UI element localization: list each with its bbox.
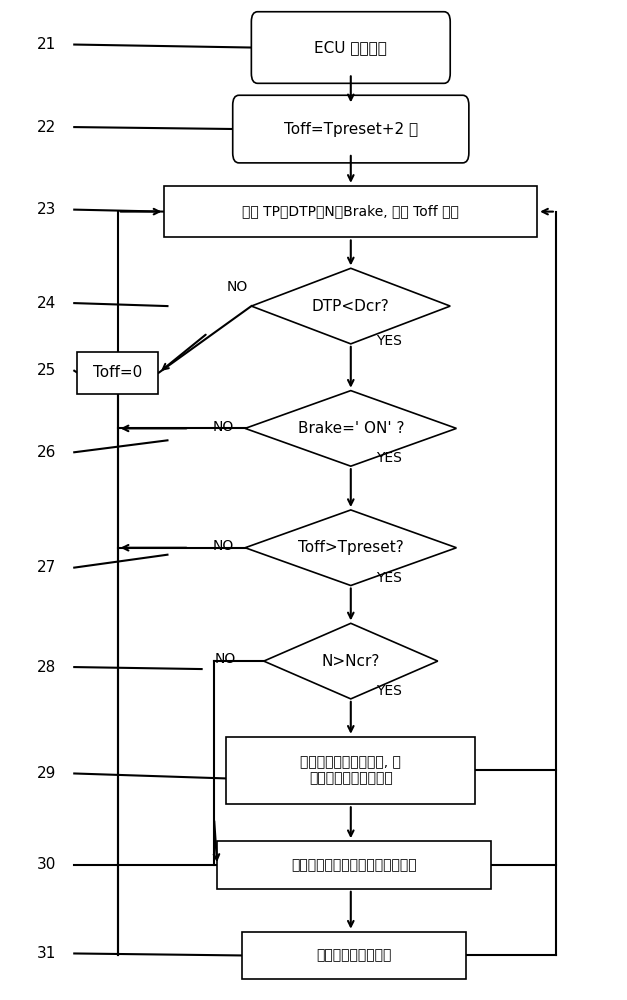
Bar [164, 186, 537, 237]
Text: Brake=' ON' ?: Brake=' ON' ? [298, 421, 404, 436]
Text: 27: 27 [37, 560, 56, 575]
Text: 29: 29 [37, 766, 56, 781]
FancyBboxPatch shape [251, 12, 450, 83]
Text: 23: 23 [37, 202, 56, 217]
Polygon shape [264, 623, 438, 699]
Text: 25: 25 [37, 363, 56, 378]
Text: 26: 26 [37, 445, 56, 460]
Text: 正常控制发动机运行: 正常控制发动机运行 [316, 948, 392, 962]
Text: 31: 31 [37, 946, 56, 961]
Text: YES: YES [376, 684, 401, 698]
Text: YES: YES [376, 451, 401, 465]
Bar [77, 352, 158, 394]
Bar [226, 737, 475, 804]
Text: 24: 24 [37, 296, 56, 311]
FancyBboxPatch shape [233, 95, 469, 163]
Text: NO: NO [214, 652, 236, 666]
Polygon shape [245, 510, 456, 586]
Text: 28: 28 [37, 660, 56, 675]
Text: NO: NO [213, 539, 234, 553]
Text: 22: 22 [37, 120, 56, 135]
Polygon shape [245, 391, 456, 466]
Text: 控制发动机按照怠速转速目标运行: 控制发动机按照怠速转速目标运行 [291, 858, 417, 872]
Text: Toff=0: Toff=0 [93, 365, 142, 380]
Text: Toff>Tpreset?: Toff>Tpreset? [298, 540, 404, 555]
Text: NO: NO [227, 280, 248, 294]
Text: 30: 30 [37, 857, 56, 872]
Text: 21: 21 [37, 37, 56, 52]
Bar [242, 932, 466, 979]
Text: NO: NO [213, 420, 234, 434]
Text: YES: YES [376, 571, 401, 585]
Text: DTP<Dcr?: DTP<Dcr? [312, 299, 389, 314]
Text: 检测 TP、DTP、N、Brake, 累加 Toff 增量: 检测 TP、DTP、N、Brake, 累加 Toff 增量 [243, 205, 459, 219]
Text: YES: YES [376, 334, 401, 348]
Text: 控制发动机点火和喷油, 让
动力输出减小甚至切断: 控制发动机点火和喷油, 让 动力输出减小甚至切断 [300, 755, 401, 786]
Polygon shape [251, 268, 450, 344]
Text: N>Ncr?: N>Ncr? [322, 654, 380, 669]
Bar [217, 841, 490, 889]
Text: ECU 上电工作: ECU 上电工作 [314, 40, 387, 55]
Text: Toff=Tpreset+2 秒: Toff=Tpreset+2 秒 [284, 122, 418, 137]
